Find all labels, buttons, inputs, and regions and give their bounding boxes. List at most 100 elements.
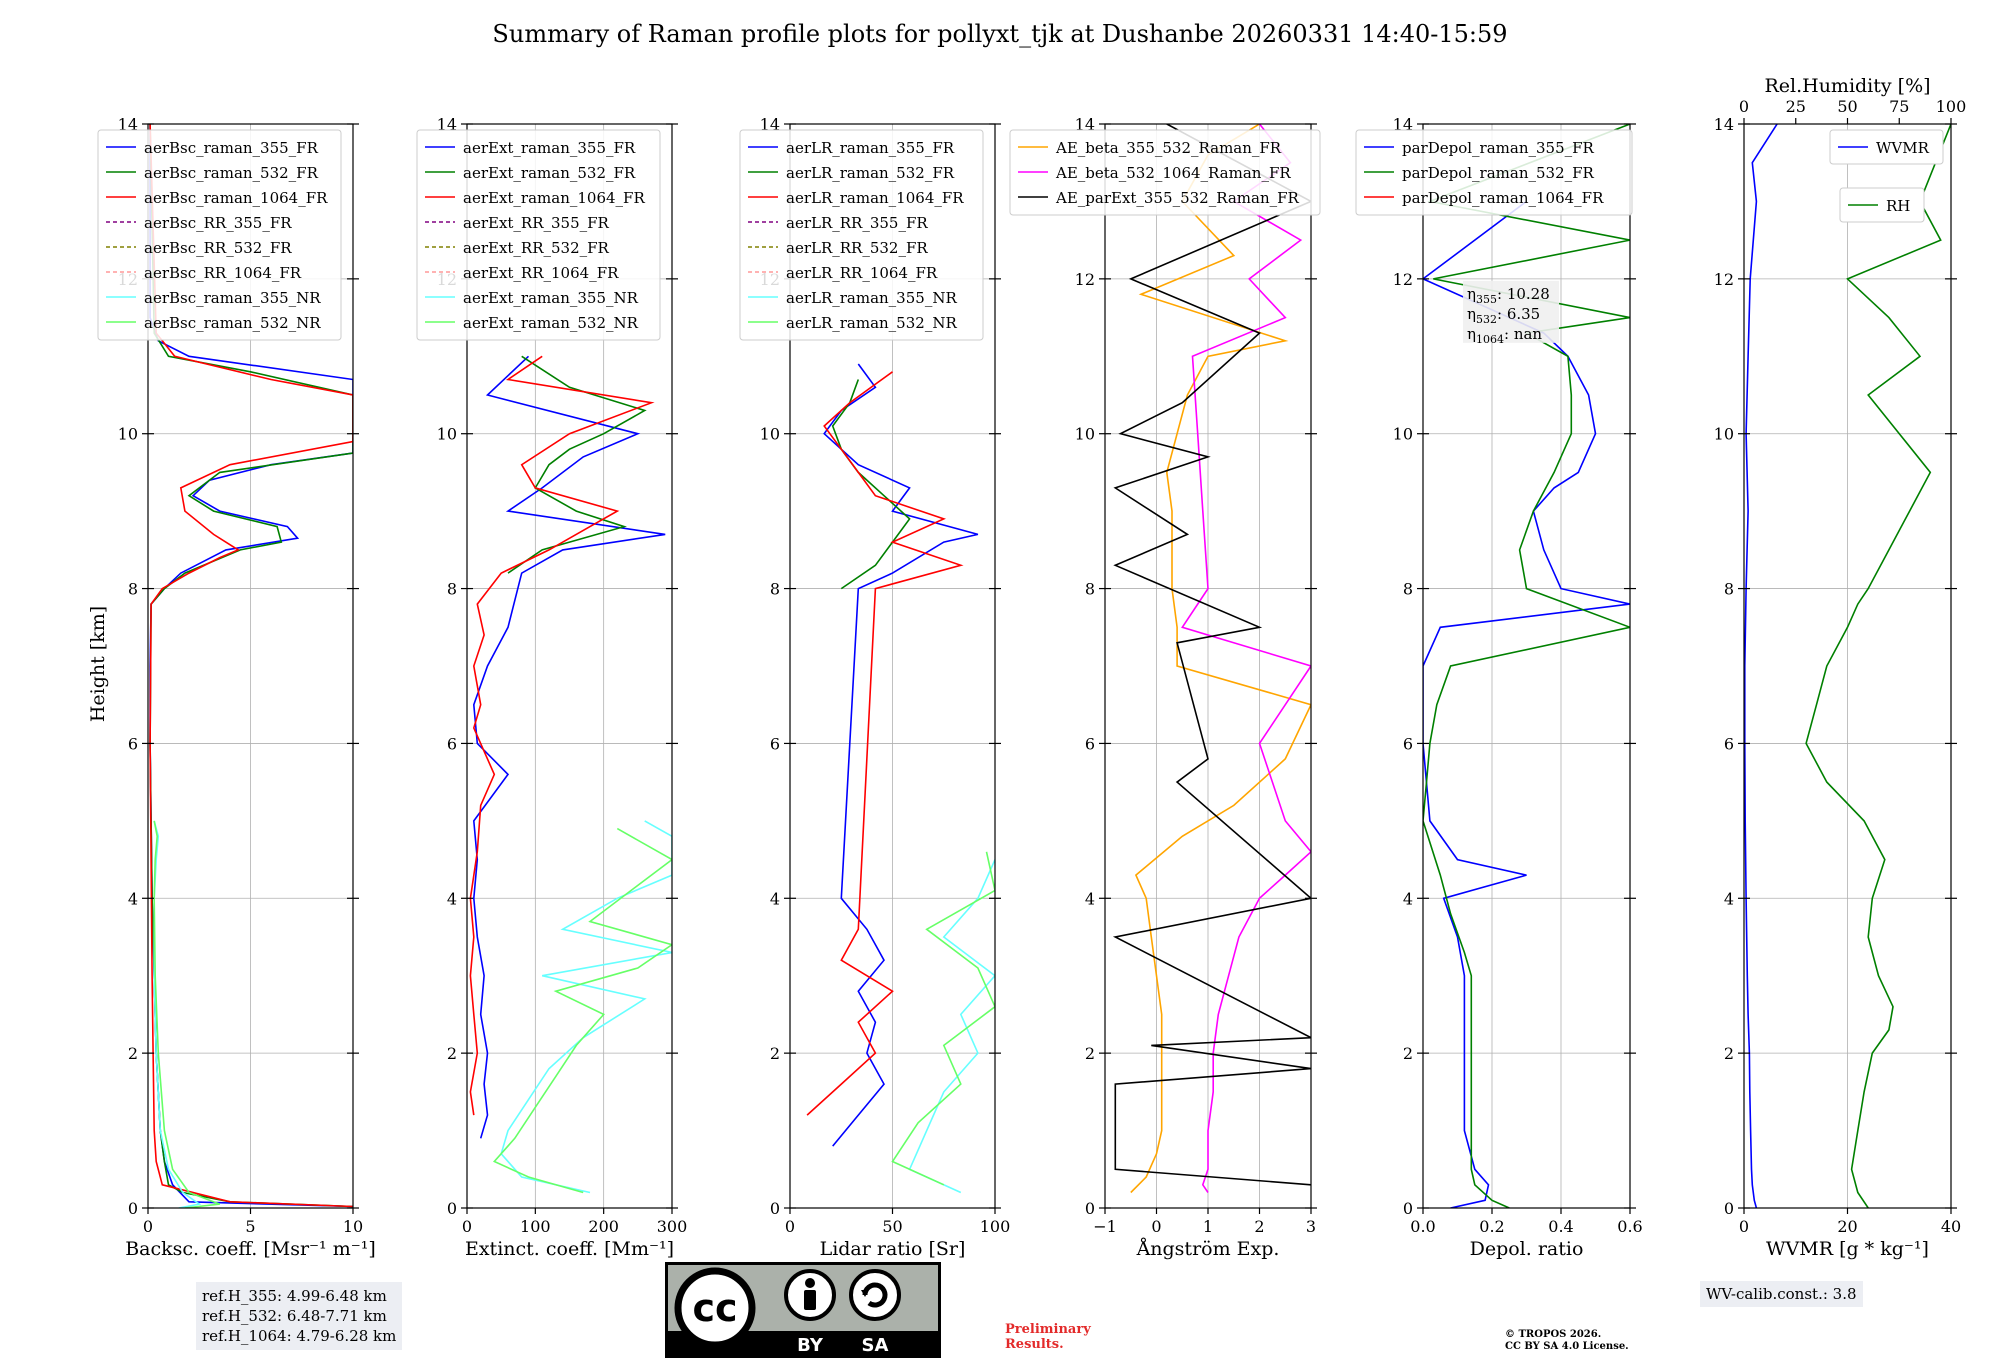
ref-heights-box: ref.H_355: 4.99-6.48 km ref.H_532: 6.48-…: [196, 1282, 403, 1350]
legend-entry: WVMR: [1876, 139, 1930, 157]
y-tick-label: 12: [1714, 270, 1734, 289]
y-tick-label: 0: [128, 1199, 138, 1218]
cc-icon: [674, 1267, 756, 1349]
legend-entry: aerLR_raman_532_FR: [786, 164, 955, 182]
series-aerLR_raman_532_NR: [891, 851, 995, 1186]
legend-entry: aerBsc_RR_532_FR: [144, 239, 292, 257]
panel-depolarization: 0 2 4 6 8 10 12 14 0.0 0.2 0.4 0.6 Depol. ratio parDe…: [1355, 115, 1643, 1260]
legend-entry: aerBsc_raman_1064_FR: [144, 189, 328, 207]
x-tick-label: 100: [980, 1217, 1011, 1236]
eta-value: η355: 10.28: [1467, 285, 1550, 306]
y-tick-label: 10: [760, 425, 780, 444]
legend-entry: AE_beta_532_1064_Raman_FR: [1055, 164, 1291, 182]
y-tick-label: 2: [128, 1044, 138, 1063]
top-axis-label: Rel.Humidity [%]: [1764, 75, 1930, 97]
sa-label: SA: [862, 1335, 889, 1356]
x-tick-label: 0.6: [1617, 1217, 1642, 1236]
y-tick-label: 6: [1724, 734, 1734, 753]
y-tick-label: 0: [447, 1199, 457, 1218]
x-tick-label: 5: [245, 1217, 255, 1236]
legend-entry: aerLR_raman_532_NR: [786, 314, 957, 332]
legend-entry: aerExt_raman_532_NR: [463, 314, 639, 332]
x-tick-label: 2: [1254, 1217, 1264, 1236]
series-aerBsc_raman_1064_FR: [149, 124, 353, 1208]
legend-entry: aerExt_RR_1064_FR: [463, 264, 619, 282]
legend-entry: aerLR_raman_355_NR: [786, 289, 957, 307]
x-tick-label: −1: [1093, 1217, 1117, 1236]
y-tick-label: 8: [770, 580, 780, 599]
legend: aerBsc_raman_355_FR aerBsc_raman_532_FRae…: [97, 129, 342, 341]
y-tick-label: 4: [447, 889, 457, 908]
x-tick-label: 0.4: [1548, 1217, 1573, 1236]
legend-entry: aerExt_raman_355_NR: [463, 289, 639, 307]
y-tick-label: 6: [770, 734, 780, 753]
y-tick-label: 14: [1393, 115, 1413, 134]
y-tick-label: 10: [437, 425, 457, 444]
y-tick-label: 4: [770, 889, 780, 908]
panel-backscatter: 024681012140510Backsc. coeff. [Msr⁻¹ m⁻¹…: [97, 115, 376, 1260]
y-tick-label: 14: [1075, 115, 1095, 134]
y-tick-label: 6: [1085, 734, 1095, 753]
y-tick-label: 0: [1724, 1199, 1734, 1218]
legend-entry: aerBsc_RR_355_FR: [144, 214, 292, 232]
x-axis-label: Backsc. coeff. [Msr⁻¹ m⁻¹]: [125, 1238, 376, 1260]
x-tick-label: 50: [882, 1217, 902, 1236]
series-aerBsc_raman_355_NR: [153, 820, 202, 1208]
top-tick-label: 0: [1739, 97, 1749, 116]
legend-entry: aerBsc_RR_1064_FR: [144, 264, 302, 282]
eta-value: η1064: nan: [1467, 325, 1542, 346]
panel-extinction: 024681012140100200300Extinct. coeff. [Mm…: [416, 115, 687, 1260]
sa-share-icon: [849, 1269, 901, 1321]
x-tick-label: 0: [143, 1217, 153, 1236]
x-tick-label: 100: [520, 1217, 551, 1236]
legend-entry: aerExt_RR_355_FR: [463, 214, 610, 232]
series-AE_parExt_355_532_Raman_FR: [1112, 124, 1311, 1186]
legend-entry: aerExt_raman_1064_FR: [463, 189, 645, 207]
x-axis-label: Ångström Exp.: [1136, 1238, 1280, 1260]
y-tick-label: 8: [128, 580, 138, 599]
by-label: BY: [797, 1335, 824, 1356]
series-aerExt_raman_1064_FR: [469, 355, 655, 1116]
copyright-line-2: CC BY SA 4.0 License.: [1505, 1341, 1629, 1352]
y-tick-label: 2: [1724, 1044, 1734, 1063]
series-parDepol_raman_532_FR: [1423, 124, 1630, 1208]
x-tick-label: 0: [1739, 1217, 1749, 1236]
y-tick-label: 10: [1075, 425, 1095, 444]
x-tick-label: 200: [588, 1217, 619, 1236]
series-aerLR_raman_1064_FR: [806, 371, 964, 1116]
y-tick-label: 6: [447, 734, 457, 753]
figure-title: Summary of Raman profile plots for polly…: [492, 20, 1508, 48]
y-tick-label: 14: [118, 115, 138, 134]
series-parDepol_raman_355_FR: [1423, 200, 1630, 1208]
x-tick-label: 3: [1306, 1217, 1316, 1236]
legend-entry: aerBsc_raman_355_NR: [144, 289, 321, 307]
legend-entry: parDepol_raman_1064_FR: [1402, 189, 1604, 207]
series-aerExt_raman_532_FR: [507, 355, 647, 574]
legend-entry: RH: [1886, 197, 1910, 215]
legend-entry: aerBsc_raman_355_FR: [144, 139, 319, 157]
legend-entry: aerExt_raman_355_FR: [463, 139, 636, 157]
cc-license-badge: cc BY SA: [665, 1262, 941, 1358]
copyright-note: © TROPOS 2026. CC BY SA 4.0 License.: [1505, 1329, 1629, 1353]
series-aerExt_raman_355_FR: [472, 355, 666, 1139]
axes-frame: [466, 123, 673, 1209]
x-tick-label: 1: [1203, 1217, 1213, 1236]
y-tick-label: 2: [770, 1044, 780, 1063]
y-tick-label: 6: [1403, 734, 1413, 753]
preliminary-line-1: Preliminary: [1005, 1322, 1091, 1337]
legend-entry: aerBsc_raman_532_NR: [144, 314, 321, 332]
x-tick-label: 40: [1941, 1217, 1961, 1236]
eta-value: η532: 6.35: [1467, 305, 1540, 326]
top-tick-label: 25: [1786, 97, 1806, 116]
y-tick-label: 12: [1075, 270, 1095, 289]
top-tick-label: 50: [1837, 97, 1857, 116]
y-tick-label: 0: [770, 1199, 780, 1218]
y-tick-label: 2: [447, 1044, 457, 1063]
series-aerBsc_raman_532_NR: [153, 820, 221, 1208]
legend-entry: aerExt_raman_532_FR: [463, 164, 636, 182]
legend-entry: aerBsc_raman_532_FR: [144, 164, 319, 182]
y-tick-label: 12: [1393, 270, 1413, 289]
